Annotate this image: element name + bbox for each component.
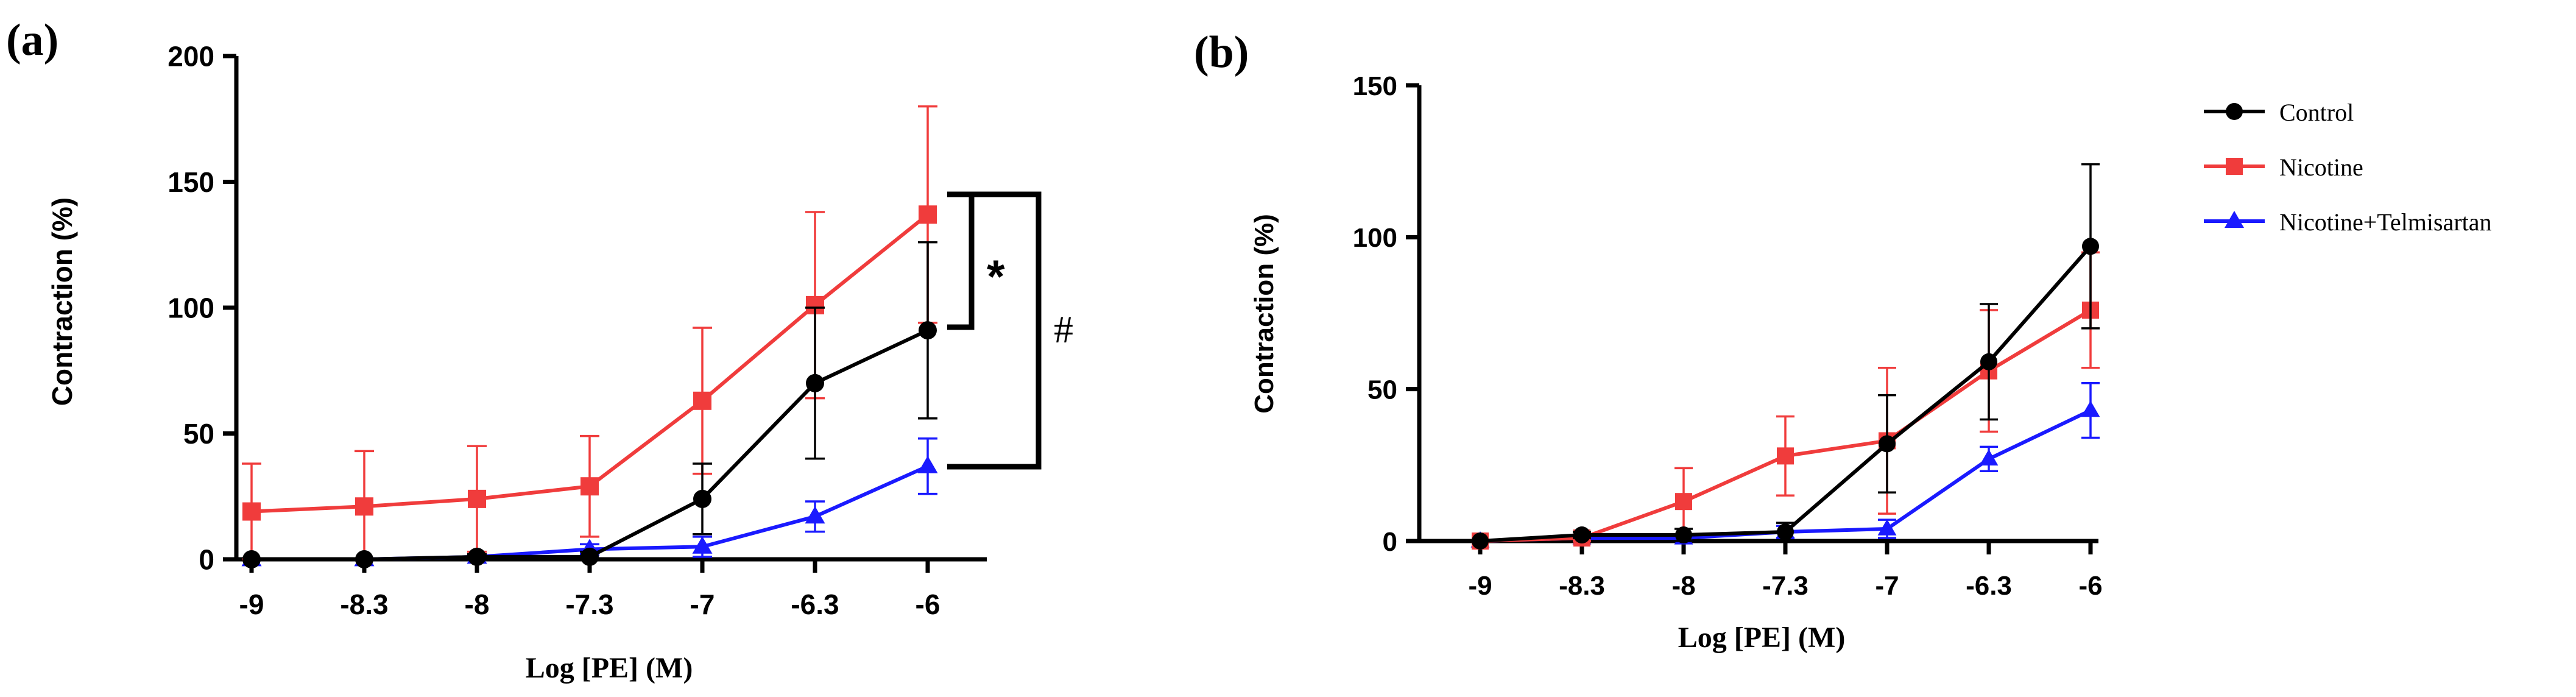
panel-a-axes: 0 50 100 150 200 -9 -8.3 -8 -7.3 -7 -6.3 -6	[168, 41, 987, 620]
series-control	[242, 241, 937, 568]
data-point	[1980, 353, 1997, 370]
legend-item-nicotine: Nicotine	[2204, 154, 2363, 181]
y-tick-label: 150	[1353, 71, 1397, 101]
x-tick-label: -7.3	[565, 589, 613, 620]
series-nicotine	[242, 105, 937, 561]
x-tick-label: -9	[239, 589, 264, 620]
data-point	[468, 489, 486, 508]
data-point	[1879, 435, 1896, 453]
data-point	[355, 550, 373, 568]
data-point	[693, 489, 711, 508]
panel-b-y-axis-label: Contraction (%)	[1249, 214, 1279, 414]
panel-b-series	[1470, 163, 2100, 550]
data-point	[693, 391, 711, 410]
series-line	[1480, 245, 2092, 543]
y-tick-label: 150	[168, 166, 214, 198]
data-point	[242, 502, 261, 521]
x-tick-label: -6	[916, 589, 940, 620]
y-tick-label: 0	[199, 544, 214, 576]
data-point	[580, 477, 599, 496]
data-point	[2081, 400, 2100, 417]
y-tick-label: 100	[1353, 223, 1397, 253]
data-point	[468, 547, 486, 566]
x-tick-label: -6	[2078, 571, 2102, 601]
x-tick-label: -9	[1468, 571, 1492, 601]
panel-b: (b) Contraction (%) Log [PE] (M) 0 50 100 1…	[1194, 27, 2103, 654]
data-point	[917, 456, 938, 473]
y-tick-label: 200	[168, 41, 214, 73]
legend: Control Nicotine Nicotine+Telmisartan	[2204, 99, 2492, 236]
data-point	[1777, 523, 1794, 541]
data-point	[806, 373, 824, 392]
y-tick-label: 0	[1383, 527, 1397, 557]
legend-marker	[2225, 211, 2244, 228]
data-point	[1675, 526, 1692, 544]
data-point	[1777, 447, 1794, 465]
series-nicotine	[1472, 251, 2100, 550]
y-tick-label: 50	[1367, 375, 1397, 405]
significance-bracket-hash	[947, 191, 1042, 470]
panel-a-label: (a)	[6, 15, 58, 65]
legend-label: Control	[2279, 99, 2354, 126]
x-tick-label: -8	[1671, 571, 1695, 601]
x-tick-label: -8.3	[340, 589, 388, 620]
panel-a: (a) Contraction (%) Log [PE] (M) 0 50 100 1…	[6, 15, 1073, 684]
significance-hash: #	[1054, 308, 1073, 351]
panel-a-series	[241, 105, 938, 568]
panel-a-significance: * #	[947, 191, 1073, 470]
data-point	[2082, 238, 2099, 255]
data-point	[919, 205, 937, 224]
x-tick-label: -7	[690, 589, 715, 620]
panel-a-y-axis-label: Contraction (%)	[46, 197, 78, 406]
significance-bracket-star	[947, 191, 975, 330]
data-point	[1472, 532, 1489, 550]
data-point	[355, 497, 373, 516]
x-tick-label: -8.3	[1559, 571, 1605, 601]
data-point	[692, 536, 713, 554]
x-tick-label: -7	[1875, 571, 1899, 601]
panel-b-label: (b)	[1194, 27, 1249, 77]
data-point	[1979, 449, 1999, 465]
data-point	[805, 506, 825, 524]
x-tick-label: -6.3	[1966, 571, 2012, 601]
data-point	[580, 547, 599, 566]
data-point	[242, 550, 261, 568]
x-tick-label: -7.3	[1762, 571, 1808, 601]
data-point	[1573, 526, 1590, 544]
panel-b-axes: 0 50 100 150 -9 -8.3 -8 -7.3 -7 -6.3 -6	[1353, 71, 2103, 601]
panel-a-x-axis-label: Log [PE] (M)	[526, 652, 693, 684]
data-point	[1877, 519, 1897, 536]
legend-label: Nicotine	[2279, 154, 2363, 181]
legend-item-control: Control	[2204, 99, 2354, 126]
series-control	[1472, 163, 2100, 550]
legend-marker	[2226, 158, 2243, 175]
panel-b-x-axis-label: Log [PE] (M)	[1678, 621, 1846, 654]
x-tick-label: -8	[465, 589, 490, 620]
legend-item-nicotine-telmisartan: Nicotine+Telmisartan	[2204, 208, 2492, 236]
data-point	[1675, 493, 1692, 511]
significance-star: *	[987, 251, 1005, 303]
y-tick-label: 100	[168, 292, 214, 324]
legend-label: Nicotine+Telmisartan	[2279, 208, 2492, 236]
x-tick-label: -6.3	[791, 589, 839, 620]
data-point	[919, 321, 937, 340]
legend-marker	[2226, 103, 2243, 120]
y-tick-label: 50	[183, 418, 214, 450]
